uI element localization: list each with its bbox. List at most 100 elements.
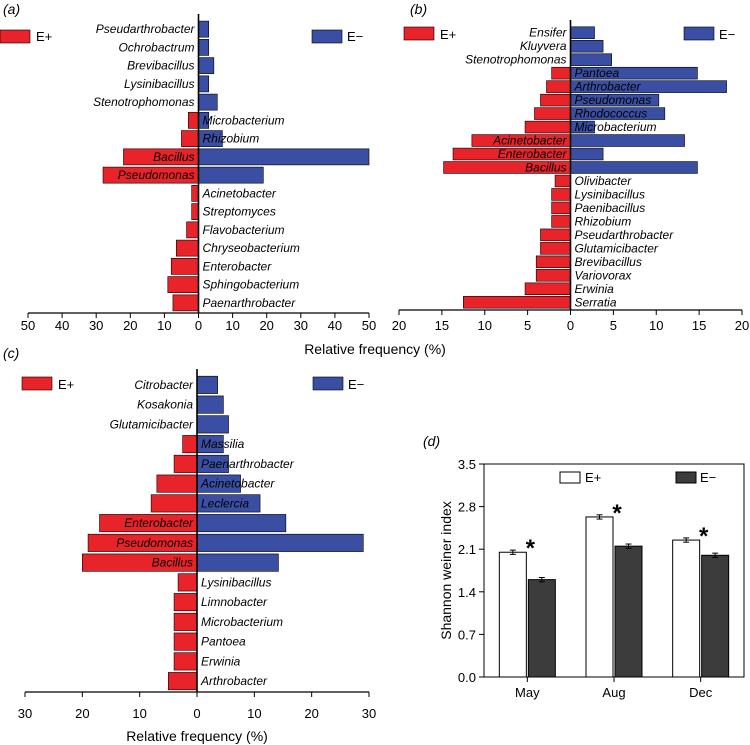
x-tick-label: 20 xyxy=(259,318,273,333)
x-tick-label: 15 xyxy=(692,318,706,333)
bar-eplus-pseudomonas xyxy=(540,93,571,107)
bar-eplus-sphingobacterium xyxy=(167,276,199,293)
category-label: Aug xyxy=(602,685,625,700)
bar-eplus-olivibacter xyxy=(554,174,571,188)
y-tick-label: 0.7 xyxy=(458,627,476,642)
x-tick-label: 10 xyxy=(649,318,663,333)
bar-eminus-may xyxy=(527,579,556,678)
category-label: Erwinia xyxy=(575,282,615,296)
x-tick-label: 0 xyxy=(567,318,574,333)
bar-eplus-erwinia xyxy=(173,652,198,671)
category-label: Bacillus xyxy=(525,161,566,175)
x-tick-label: 20 xyxy=(75,706,89,721)
panel-c-chart: Citrobacter Kosakonia Glutamicibacter Massi… xyxy=(18,369,376,721)
category-label: Variovorax xyxy=(575,268,633,282)
legend-a-plus-label: E+ xyxy=(36,29,52,44)
category-label: Chryseobacterium xyxy=(203,241,300,255)
legend-d-minus-swatch xyxy=(675,471,697,484)
category-label: Brevibacillus xyxy=(127,59,194,73)
bar-eplus-paenarthrobacter xyxy=(173,454,198,473)
category-label: Microbacterium xyxy=(575,120,657,134)
x-tick-label: 0 xyxy=(195,318,202,333)
bar-eminus-stenotrophomonas xyxy=(570,53,612,66)
bar-eminus-bacillus xyxy=(196,553,279,572)
category-label: Erwinia xyxy=(201,654,241,668)
x-tick-label: 30 xyxy=(294,318,308,333)
bar-eminus-bacillus xyxy=(198,148,370,166)
x-tick-label: 30 xyxy=(89,318,103,333)
x-tick-label: 50 xyxy=(362,318,376,333)
bar-eminus-dec xyxy=(701,554,730,678)
significance-star: * xyxy=(526,535,536,562)
bar-eplus-massilia xyxy=(182,435,198,454)
bar-eminus-lysinibacillus xyxy=(198,75,210,93)
legend-b-minus-swatch xyxy=(683,26,715,41)
x-tick-label: 50 xyxy=(21,318,35,333)
x-tick-label: 0 xyxy=(193,706,200,721)
category-label: Glutamicibacter xyxy=(110,417,194,431)
legend-d-plus-label: E+ xyxy=(585,470,601,485)
x-tick-label: 20 xyxy=(304,706,318,721)
x-tick-label: 10 xyxy=(478,318,492,333)
bar-eminus-kosakonia xyxy=(196,395,224,414)
legend-a-minus-swatch xyxy=(311,29,343,44)
bar-eplus-pantoea xyxy=(173,632,198,651)
category-label: Serratia xyxy=(575,295,617,309)
category-label: Lysinibacillus xyxy=(201,575,271,589)
x-tick-label: 40 xyxy=(55,318,69,333)
x-tick-label: 5 xyxy=(610,318,617,333)
category-label: Pantoea xyxy=(575,66,620,80)
category-label: Paenibacillus xyxy=(575,201,646,215)
bar-eplus-glutamicibacter xyxy=(540,242,571,255)
panel-c-xlabel: Relative frequency (%) xyxy=(126,728,268,744)
bar-eplus-variovorax xyxy=(535,269,571,282)
bar-eplus-enterobacter xyxy=(170,258,199,275)
legend-a-minus-label: E− xyxy=(347,29,363,44)
category-label: Sphingobacterium xyxy=(203,278,300,292)
bar-eminus-ochrobactrum xyxy=(198,39,210,56)
category-label: Ochrobactrum xyxy=(118,40,194,54)
category-label: Arthrobacter xyxy=(200,674,268,688)
y-tick-label: 2.8 xyxy=(458,500,476,515)
category-label: Stenotrophomonas xyxy=(465,53,566,67)
bar-eplus-rhizobium xyxy=(181,130,199,147)
category-label: Arthrobacter xyxy=(574,80,642,94)
category-label: Glutamicibacter xyxy=(575,241,659,255)
category-label: Pseudomonas xyxy=(575,93,652,107)
y-axis-label: Shannon weiner index xyxy=(438,501,454,640)
category-label: Pseudarthrobacter xyxy=(575,228,675,242)
bar-eplus-acinetobacter xyxy=(156,474,198,493)
category-label: Acinetobacter xyxy=(492,134,567,148)
bar-eplus-serratia xyxy=(463,296,571,309)
x-tick-label: 20 xyxy=(123,318,137,333)
bar-eplus-microbacterium xyxy=(187,112,199,129)
bar-eplus-paenibacillus xyxy=(551,201,571,215)
bar-eminus-glutamicibacter xyxy=(196,415,229,434)
bar-eminus-kluyvera xyxy=(570,39,604,53)
bar-eplus-dec xyxy=(672,539,701,678)
x-tick-label: 20 xyxy=(392,318,406,333)
bar-eplus-lysinibacillus xyxy=(177,573,198,592)
x-tick-label: 10 xyxy=(132,706,146,721)
bar-eminus-bacillus xyxy=(570,161,698,174)
category-label: Acinetobacter xyxy=(200,477,275,491)
bar-eplus-brevibacillus xyxy=(535,255,571,269)
panel-c-letter: (c) xyxy=(3,345,19,361)
shared-xlabel: Relative frequency (%) xyxy=(304,341,446,357)
legend-b-minus-label: E− xyxy=(719,27,735,42)
x-tick-label: 30 xyxy=(18,706,32,721)
legend-c-minus-swatch xyxy=(312,376,344,391)
y-tick-label: 3.5 xyxy=(458,457,476,472)
category-label: Pseudomonas xyxy=(118,168,195,182)
category-label: Enterobacter xyxy=(124,516,194,530)
bar-eplus-arthrobacter xyxy=(168,672,198,691)
category-label: Brevibacillus xyxy=(575,255,642,269)
category-label: Citrobacter xyxy=(134,378,194,392)
legend-c-minus-label: E− xyxy=(348,377,364,392)
category-label: Paenarthrobacter xyxy=(203,296,297,310)
category-label: Lysinibacillus xyxy=(124,77,194,91)
category-label: Massilia xyxy=(201,437,245,451)
bar-eminus-stenotrophomonas xyxy=(198,93,218,111)
category-label: Enterobacter xyxy=(203,259,273,273)
